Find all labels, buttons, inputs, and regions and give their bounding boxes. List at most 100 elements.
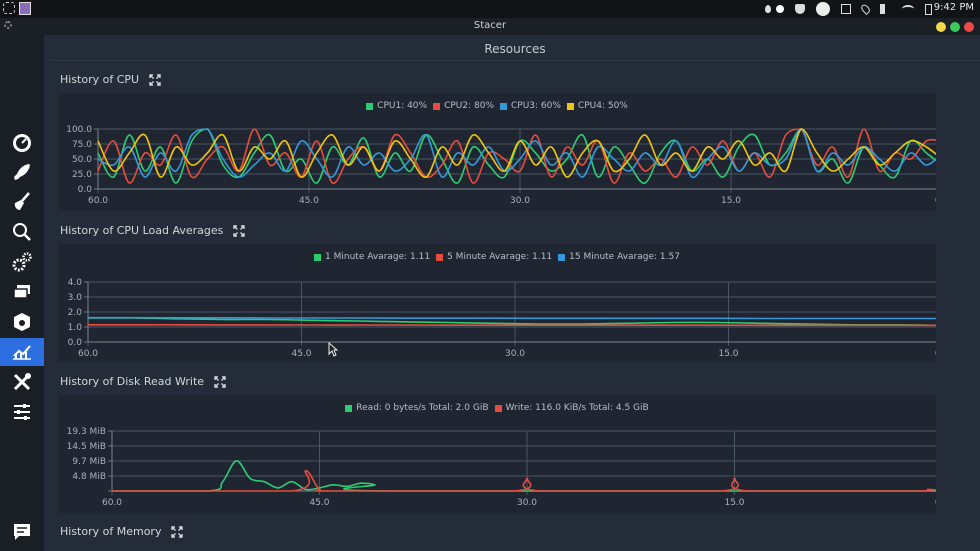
page-title: Resources xyxy=(50,38,980,61)
minimize-button[interactable] xyxy=(936,22,946,32)
y-tick-label: 25.0 xyxy=(72,170,92,180)
broom-icon xyxy=(14,192,30,210)
load-chart: 0.0 1.0 2.0 3.0 4.0 60.0 45.0 30.0 15.0 0.0 xyxy=(68,278,950,359)
volume-icon[interactable] xyxy=(880,4,891,14)
record-icon[interactable] xyxy=(776,5,784,13)
x-tick-label: 30.0 xyxy=(517,498,537,508)
sidebar xyxy=(0,35,44,551)
sidebar-item-resources[interactable] xyxy=(0,338,44,366)
y-tick-label: 75.0 xyxy=(72,140,92,150)
battery-icon[interactable] xyxy=(925,3,932,15)
y-tick-label: 4.8 MiB xyxy=(72,472,106,482)
legend-label: 5 Minute Avarage: 1.11 xyxy=(447,252,553,262)
resources-page: Resources History of CPU CPU1: 40% CPU2: … xyxy=(44,35,980,551)
section-load: History of CPU Load Averages xyxy=(60,224,246,237)
y-tick-label: 9.7 MiB xyxy=(72,457,106,467)
y-tick-label: 1.0 xyxy=(68,323,83,333)
layers-icon xyxy=(13,285,30,299)
app-launcher-icon[interactable] xyxy=(3,2,15,14)
legend-swatch xyxy=(566,102,574,110)
sidebar-item-services[interactable] xyxy=(0,248,44,276)
close-button[interactable] xyxy=(964,22,974,32)
legend-item[interactable]: CPU3: 60% xyxy=(500,101,561,111)
cpu-legend: CPU1: 40% CPU2: 80% CPU3: 60% CPU4: 50% xyxy=(58,101,936,113)
y-tick-label: 3.0 xyxy=(68,293,83,303)
section-disk: History of Disk Read Write xyxy=(60,375,226,388)
system-top-bar: 9:42 PM xyxy=(0,0,980,18)
clock[interactable]: 9:42 PM xyxy=(933,2,974,13)
x-tick-label: 0.0 xyxy=(935,196,936,206)
x-tick-label: 45.0 xyxy=(291,349,311,359)
shield-icon[interactable] xyxy=(795,4,805,14)
disk-chart: 4.8 MiB 9.7 MiB 14.5 MiB 19.3 MiB 60.0 45.0 30… xyxy=(67,427,950,508)
window-menu-icon[interactable] xyxy=(4,21,12,29)
gears-icon xyxy=(12,252,32,272)
search-icon xyxy=(13,223,31,241)
sidebar-item-system-cleaner[interactable] xyxy=(0,188,44,216)
x-tick-label: 0.0 xyxy=(935,349,936,359)
legend-label: 15 Minute Avarage: 1.57 xyxy=(569,252,680,262)
load-section-title: History of CPU Load Averages xyxy=(60,224,224,237)
window-title-bar[interactable]: Stacer xyxy=(0,18,980,36)
x-tick-label: 0.0 xyxy=(935,498,936,508)
sidebar-item-settings[interactable] xyxy=(0,398,44,426)
drop-icon[interactable] xyxy=(765,5,771,13)
legend-item[interactable]: CPU2: 80% xyxy=(433,101,494,111)
clipboard-icon[interactable] xyxy=(841,4,851,14)
maximize-button[interactable] xyxy=(950,22,960,32)
legend-label: 1 Minute Avarage: 1.11 xyxy=(325,252,431,262)
series-line-15-minute-avarage xyxy=(87,316,942,320)
legend-swatch xyxy=(314,253,322,261)
x-tick-label: 60.0 xyxy=(78,349,98,359)
legend-swatch xyxy=(494,404,502,412)
legend-item[interactable]: Write: 116.0 KiB/s Total: 4.5 GiB xyxy=(494,403,649,413)
wifi-icon[interactable] xyxy=(902,5,914,13)
y-tick-label: 2.0 xyxy=(68,308,83,318)
series-line-5-minute-avarage xyxy=(88,323,942,327)
y-tick-label: 4.0 xyxy=(68,278,83,288)
disk-section-title: History of Disk Read Write xyxy=(60,375,205,388)
sidebar-item-dashboard[interactable] xyxy=(0,128,44,156)
legend-swatch xyxy=(345,404,353,412)
sidebar-item-feedback[interactable] xyxy=(0,518,44,546)
y-tick-label: 50.0 xyxy=(72,155,92,165)
section-cpu: History of CPU xyxy=(60,73,161,86)
sidebar-item-uninstaller[interactable] xyxy=(0,308,44,336)
memory-section-title: History of Memory xyxy=(60,525,162,538)
location-pin-icon[interactable] xyxy=(859,2,872,16)
y-tick-label: 19.3 MiB xyxy=(67,427,106,437)
mouse-cursor xyxy=(328,342,338,357)
sidebar-item-processes[interactable] xyxy=(0,278,44,306)
legend-swatch xyxy=(500,102,507,110)
sidebar-item-startup-apps[interactable] xyxy=(0,158,44,186)
expand-icon[interactable] xyxy=(171,525,184,538)
legend-item[interactable]: CPU4: 50% xyxy=(566,101,628,111)
expand-icon[interactable] xyxy=(214,375,226,388)
x-tick-label: 60.0 xyxy=(88,196,108,206)
cpu-section-title: History of CPU xyxy=(60,73,140,86)
tools-icon xyxy=(13,373,31,391)
legend-item[interactable]: Read: 0 bytes/s Total: 2.0 GiB xyxy=(345,403,489,413)
chat-icon xyxy=(14,524,30,540)
x-tick-label: 60.0 xyxy=(102,498,122,508)
section-memory: History of Memory xyxy=(60,525,184,538)
stacer-tray-icon[interactable] xyxy=(816,2,830,16)
legend-item[interactable]: 15 Minute Avarage: 1.57 xyxy=(558,252,680,262)
series-line-cpu4 xyxy=(97,128,943,178)
legend-label: CPU1: 40% xyxy=(377,101,428,111)
legend-item[interactable]: CPU1: 40% xyxy=(366,101,427,111)
legend-label: CPU4: 50% xyxy=(577,101,628,111)
workspace-indicator[interactable] xyxy=(19,2,31,15)
chart-line-icon xyxy=(13,345,31,360)
expand-icon[interactable] xyxy=(149,73,161,86)
x-tick-label: 30.0 xyxy=(505,349,525,359)
sidebar-item-helpers[interactable] xyxy=(0,368,44,396)
expand-icon[interactable] xyxy=(233,224,246,237)
legend-item[interactable]: 5 Minute Avarage: 1.11 xyxy=(436,252,552,262)
window-title: Stacer xyxy=(473,20,507,31)
legend-label: Write: 116.0 KiB/s Total: 4.5 GiB xyxy=(505,403,649,413)
legend-swatch xyxy=(558,253,566,261)
system-tray xyxy=(765,2,932,16)
sidebar-item-search[interactable] xyxy=(0,218,44,246)
legend-item[interactable]: 1 Minute Avarage: 1.11 xyxy=(314,252,430,262)
